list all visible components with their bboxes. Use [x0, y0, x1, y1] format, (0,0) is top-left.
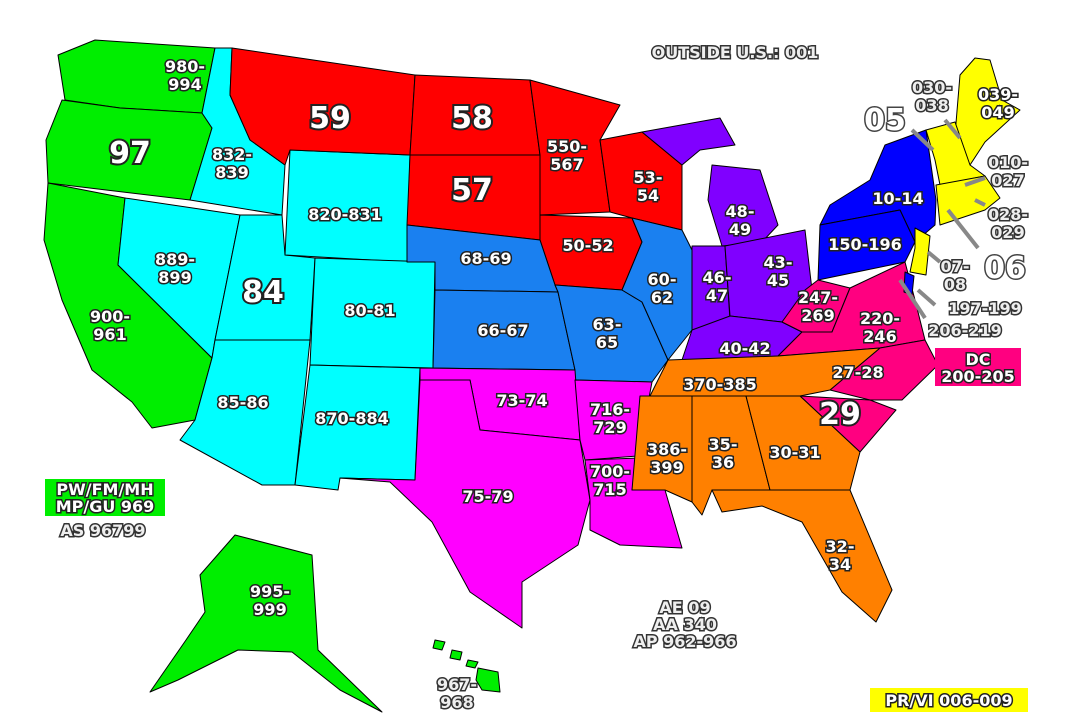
- label-ky: 40-42: [719, 339, 770, 358]
- label-sc: 29: [819, 397, 861, 432]
- pacific-box: [45, 479, 165, 516]
- label-nh: 030-038: [912, 78, 952, 115]
- label-nv: 889-899: [155, 250, 195, 287]
- region-new-england: [909, 57, 1021, 276]
- label-wy: 820-831: [308, 205, 381, 224]
- label-mo: 63-65: [593, 315, 622, 352]
- label-ut: 84: [242, 275, 284, 310]
- label-ct: 06: [984, 251, 1026, 286]
- state-hawaii[interactable]: [432, 639, 501, 693]
- region-north-central: [229, 47, 683, 291]
- region-mid-atlantic: [817, 129, 937, 281]
- prvi-box: [870, 688, 1028, 712]
- label-vt: 05: [864, 103, 906, 138]
- state-alaska[interactable]: [149, 534, 383, 713]
- label-oh: 43-45: [764, 253, 793, 290]
- prvi-label: PR/VI 006-009: [885, 691, 1012, 710]
- label-me: 039-049: [978, 85, 1018, 122]
- label-mn: 550-567: [547, 137, 587, 174]
- label-pa: 150-196: [828, 235, 901, 254]
- label-al: 35-36: [709, 435, 738, 472]
- outside-us-labels: OUTSIDE U.S.: 001 PW/FM/MH MP/GU 969 AS 9…: [45, 42, 1028, 712]
- label-wa: 980-994: [165, 57, 205, 94]
- label-de: 197-199: [948, 299, 1021, 318]
- label-id: 832-839: [212, 145, 252, 182]
- label-la: 700-715: [590, 462, 630, 499]
- region-southeast: [631, 347, 893, 623]
- state-arkansas[interactable]: [574, 379, 653, 461]
- region-great-lakes: [641, 117, 813, 367]
- label-hi: 967-968: [437, 675, 477, 712]
- region-west: [43, 39, 501, 713]
- label-ia: 50-52: [562, 236, 613, 255]
- pacific-label: PW/FM/MH MP/GU 969: [56, 480, 155, 516]
- label-md: 206-219: [928, 321, 1001, 340]
- label-wi: 53-54: [634, 168, 663, 205]
- label-az: 85-86: [217, 393, 268, 412]
- state-texas[interactable]: [339, 379, 591, 629]
- label-ak: 995-999: [250, 582, 290, 619]
- label-ks: 66-67: [477, 321, 528, 340]
- state-arizona[interactable]: [179, 339, 311, 486]
- label-ga: 30-31: [769, 443, 820, 462]
- label-ma: 010-027: [988, 153, 1028, 190]
- label-nj: 07-08: [941, 257, 970, 294]
- label-ri: 028-029: [988, 205, 1028, 242]
- label-ok: 73-74: [496, 391, 547, 410]
- region-south-central: [339, 367, 683, 629]
- region-central: [406, 217, 693, 383]
- label-va: 220-246: [860, 309, 900, 346]
- label-fl: 32-34: [826, 537, 855, 574]
- state-pennsylvania[interactable]: [817, 209, 916, 281]
- american-samoa-label: AS 96799: [60, 521, 145, 540]
- label-co: 80-81: [344, 301, 395, 320]
- label-ny: 10-14: [872, 189, 923, 208]
- label-tn: 370-385: [683, 375, 756, 394]
- state-michigan-upper[interactable]: [641, 117, 736, 166]
- state-florida[interactable]: [711, 489, 893, 623]
- label-nc: 27-28: [832, 363, 883, 382]
- military-label: AE 09 AA 340 AP 962-966: [633, 598, 736, 651]
- state-mississippi[interactable]: [631, 395, 693, 503]
- label-sd: 57: [451, 173, 493, 208]
- zip-labels: 980-994 97 900-961 832-839 889-899 84 85…: [88, 56, 1029, 714]
- label-ne: 68-69: [460, 249, 511, 268]
- label-in: 46-47: [703, 268, 732, 305]
- state-new-jersey[interactable]: [909, 227, 931, 276]
- label-il: 60-62: [648, 270, 677, 307]
- label-mt: 59: [309, 101, 351, 136]
- label-ar: 716-729: [590, 400, 630, 437]
- label-nd: 58: [451, 101, 493, 136]
- dc-box: DC 200-205: [935, 348, 1021, 388]
- label-mi: 48-49: [726, 202, 755, 239]
- label-ca: 900-961: [90, 307, 130, 344]
- pointer-arrows: [898, 118, 986, 320]
- outside-us-label: OUTSIDE U.S.: 001: [652, 43, 819, 62]
- region-mountain: [117, 47, 436, 491]
- label-nm: 870-884: [315, 409, 388, 428]
- label-tx: 75-79: [462, 487, 513, 506]
- state-georgia[interactable]: [745, 395, 861, 491]
- region-southeast-atlantic: [777, 261, 939, 453]
- label-or: 97: [109, 136, 151, 171]
- label-wv: 247-269: [798, 288, 838, 325]
- label-ms: 386-399: [647, 440, 687, 477]
